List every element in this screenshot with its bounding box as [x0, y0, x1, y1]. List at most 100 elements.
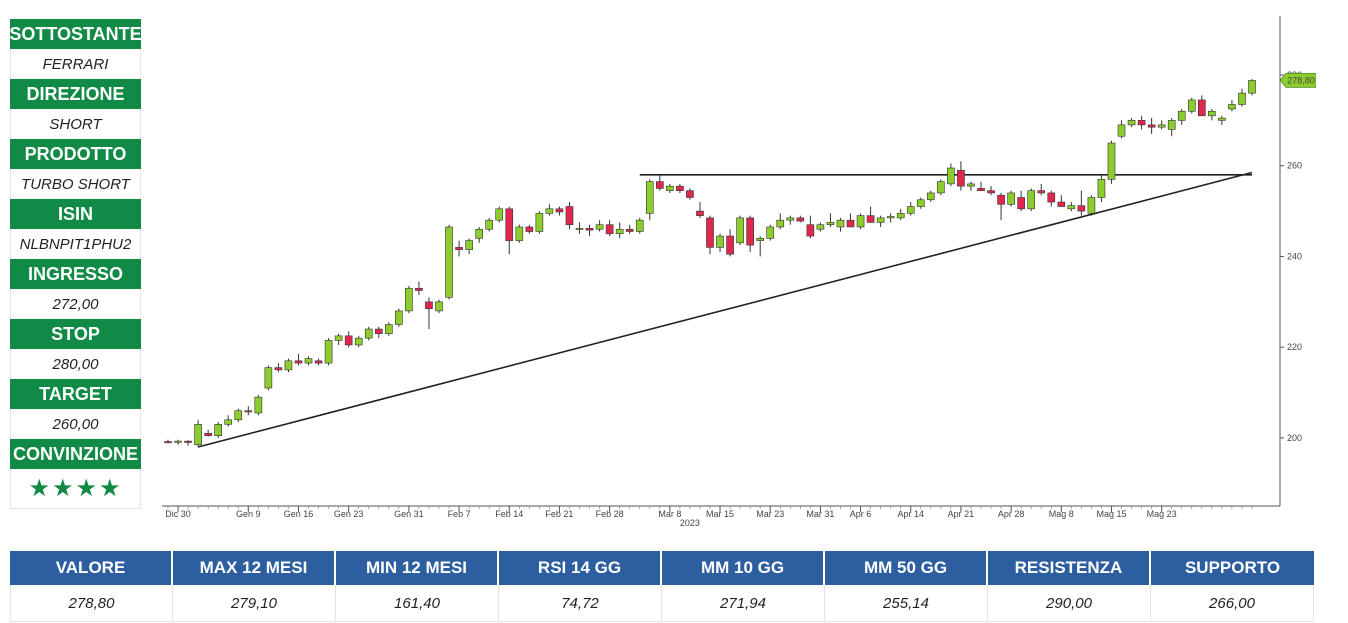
candle	[385, 322, 393, 336]
candle	[1097, 174, 1106, 203]
candle-body	[676, 185, 684, 191]
x-tick-label: Mag 15	[1096, 509, 1126, 519]
candle-body	[274, 367, 283, 371]
candle	[987, 186, 995, 196]
candle	[1077, 190, 1086, 216]
candle	[947, 163, 955, 187]
candle	[1198, 95, 1206, 117]
candle	[495, 206, 504, 223]
candle-body	[927, 192, 935, 201]
x-tick-label: Mar 8	[658, 509, 681, 519]
candle-body	[1238, 92, 1246, 105]
candle-body	[374, 328, 383, 334]
candle	[625, 224, 634, 234]
candle-body	[1137, 120, 1146, 126]
candle-body	[816, 224, 825, 230]
candle	[234, 408, 243, 423]
candle	[194, 419, 202, 448]
mm-10-cell: 271,94	[662, 585, 825, 622]
candle	[204, 429, 212, 437]
candle-body	[525, 226, 534, 232]
candle	[927, 190, 935, 203]
x-tick-label: Apr 28	[998, 509, 1025, 519]
candle	[676, 183, 684, 193]
candle-body	[194, 424, 202, 446]
candle	[174, 439, 182, 445]
candle	[395, 308, 403, 327]
candle	[224, 415, 233, 427]
candle-body	[906, 206, 915, 214]
direction-value: SHORT	[10, 109, 141, 139]
candle	[244, 406, 253, 416]
candle	[1117, 120, 1126, 139]
stats-table: VALORE MAX 12 MESI MIN 12 MESI RSI 14 GG…	[10, 551, 1314, 622]
candle	[826, 213, 835, 227]
candle-body	[184, 440, 192, 443]
candle	[1218, 115, 1226, 125]
candle	[605, 220, 614, 237]
candle-body	[495, 208, 504, 221]
candle-body	[967, 183, 975, 187]
entry-label: INGRESSO	[10, 259, 141, 289]
candle-body	[625, 228, 634, 232]
candle-body	[645, 181, 654, 214]
candle-body	[264, 367, 273, 389]
entry-value: 272,00	[10, 289, 141, 319]
support-cell: 266,00	[1151, 585, 1314, 622]
candle-body	[756, 238, 764, 241]
candle-body	[224, 419, 233, 425]
candle-body	[957, 169, 965, 187]
header-min-12m: MIN 12 MESI	[336, 551, 499, 585]
candle-body	[1067, 205, 1076, 210]
direction-label: DIREZIONE	[10, 79, 141, 109]
candle-body	[455, 247, 463, 250]
candle	[475, 226, 483, 243]
max-12m-cell: 279,10	[173, 585, 336, 622]
y-tick-label: 220	[1287, 342, 1302, 352]
candle	[1157, 120, 1166, 130]
candle-body	[1117, 124, 1126, 137]
candle	[435, 299, 443, 314]
candle-body	[615, 228, 624, 235]
candle	[1017, 190, 1025, 212]
x-tick-label: Feb 7	[448, 509, 471, 519]
candle	[1177, 109, 1186, 125]
candle	[254, 394, 263, 416]
candle-body	[485, 219, 493, 230]
candle-body	[164, 441, 172, 444]
x-tick-label: Feb 14	[495, 509, 523, 519]
candle	[284, 358, 293, 373]
candle	[846, 213, 855, 228]
candle	[666, 183, 674, 193]
candle	[415, 281, 423, 296]
candle	[776, 213, 785, 230]
candle	[967, 181, 975, 191]
candle-body	[1017, 197, 1025, 210]
candle	[746, 215, 754, 252]
candle	[726, 229, 734, 257]
candle	[635, 217, 644, 234]
candle-body	[666, 185, 674, 191]
candle	[1067, 202, 1076, 212]
x-tick-label: Feb 21	[545, 509, 573, 519]
candle	[274, 363, 283, 373]
candle	[1027, 188, 1035, 212]
trade-summary-panel: SOTTOSTANTE FERRARI DIREZIONE SHORT PROD…	[9, 19, 142, 509]
candle	[856, 213, 865, 230]
underlying-label: SOTTOSTANTE	[9, 19, 142, 49]
candle	[816, 222, 825, 232]
header-rsi-14: RSI 14 GG	[499, 551, 662, 585]
candle	[716, 233, 724, 252]
candle-body	[947, 167, 955, 185]
last-price-tag-shape	[1279, 73, 1316, 88]
candle	[736, 215, 744, 246]
candle-body	[846, 219, 855, 228]
candle-body	[866, 215, 875, 223]
candle	[164, 439, 172, 444]
candle-body	[204, 433, 212, 436]
candle	[906, 202, 915, 216]
header-mm-10: MM 10 GG	[662, 551, 825, 585]
candle	[545, 204, 554, 216]
candle-body	[977, 188, 985, 191]
candle-body	[806, 224, 815, 237]
